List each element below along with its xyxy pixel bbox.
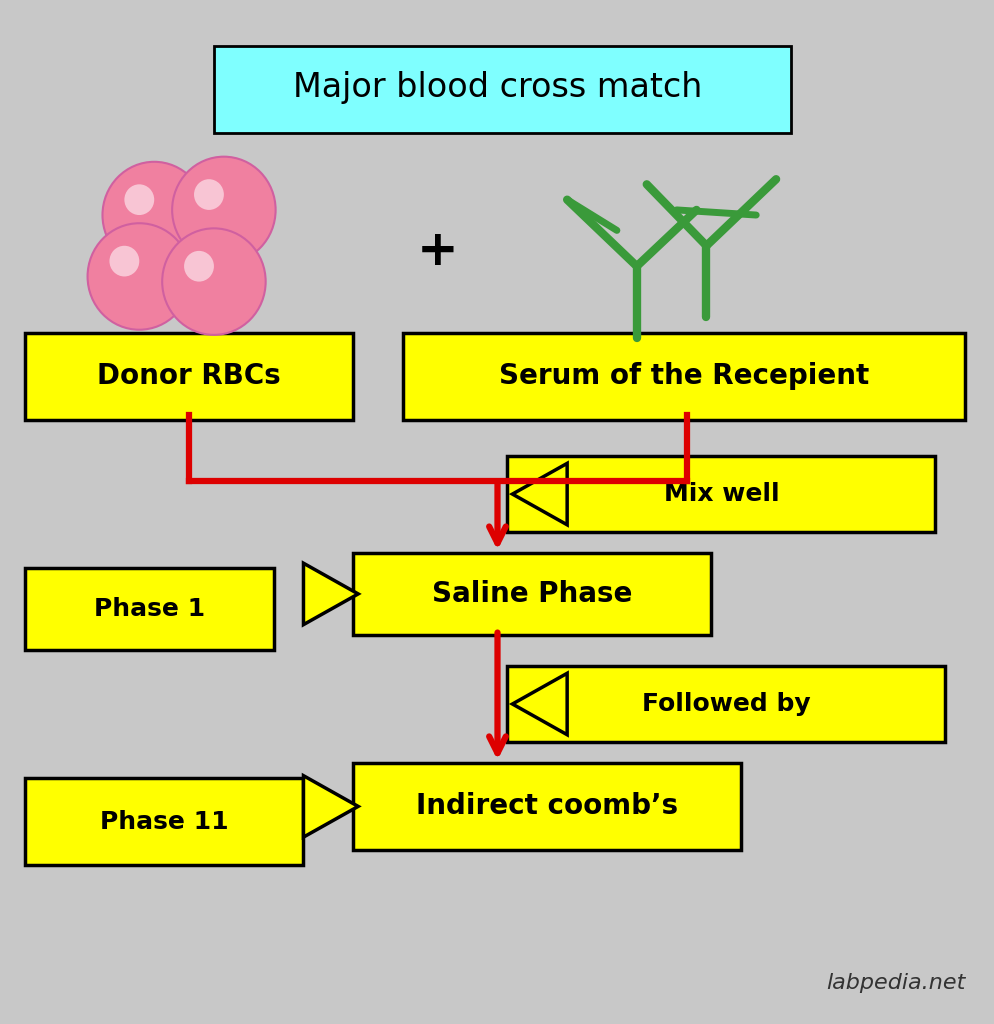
- Text: Followed by: Followed by: [641, 692, 810, 716]
- Circle shape: [124, 184, 154, 215]
- Circle shape: [109, 246, 139, 276]
- Polygon shape: [512, 674, 567, 735]
- Text: Phase 11: Phase 11: [99, 810, 229, 834]
- Circle shape: [87, 223, 191, 330]
- Text: Mix well: Mix well: [663, 482, 778, 506]
- Polygon shape: [303, 776, 358, 838]
- Text: Indirect coomb’s: Indirect coomb’s: [415, 793, 678, 820]
- FancyBboxPatch shape: [25, 778, 303, 865]
- FancyBboxPatch shape: [507, 666, 944, 742]
- Polygon shape: [512, 463, 567, 525]
- Circle shape: [194, 179, 224, 210]
- Text: Saline Phase: Saline Phase: [431, 580, 632, 608]
- FancyBboxPatch shape: [214, 46, 790, 133]
- Text: labpedia.net: labpedia.net: [825, 973, 964, 993]
- Circle shape: [184, 251, 214, 282]
- FancyBboxPatch shape: [353, 553, 711, 635]
- FancyBboxPatch shape: [403, 333, 964, 420]
- Text: Phase 1: Phase 1: [93, 597, 205, 622]
- Polygon shape: [303, 563, 358, 625]
- Text: Serum of the Recepient: Serum of the Recepient: [498, 362, 869, 390]
- Circle shape: [172, 157, 275, 263]
- Circle shape: [162, 228, 265, 335]
- FancyBboxPatch shape: [25, 333, 353, 420]
- Text: Major blood cross match: Major blood cross match: [292, 71, 702, 103]
- Circle shape: [102, 162, 206, 268]
- FancyBboxPatch shape: [507, 456, 934, 532]
- FancyBboxPatch shape: [25, 568, 273, 650]
- Text: +: +: [416, 227, 458, 274]
- Text: Donor RBCs: Donor RBCs: [97, 362, 280, 390]
- FancyBboxPatch shape: [353, 763, 741, 850]
